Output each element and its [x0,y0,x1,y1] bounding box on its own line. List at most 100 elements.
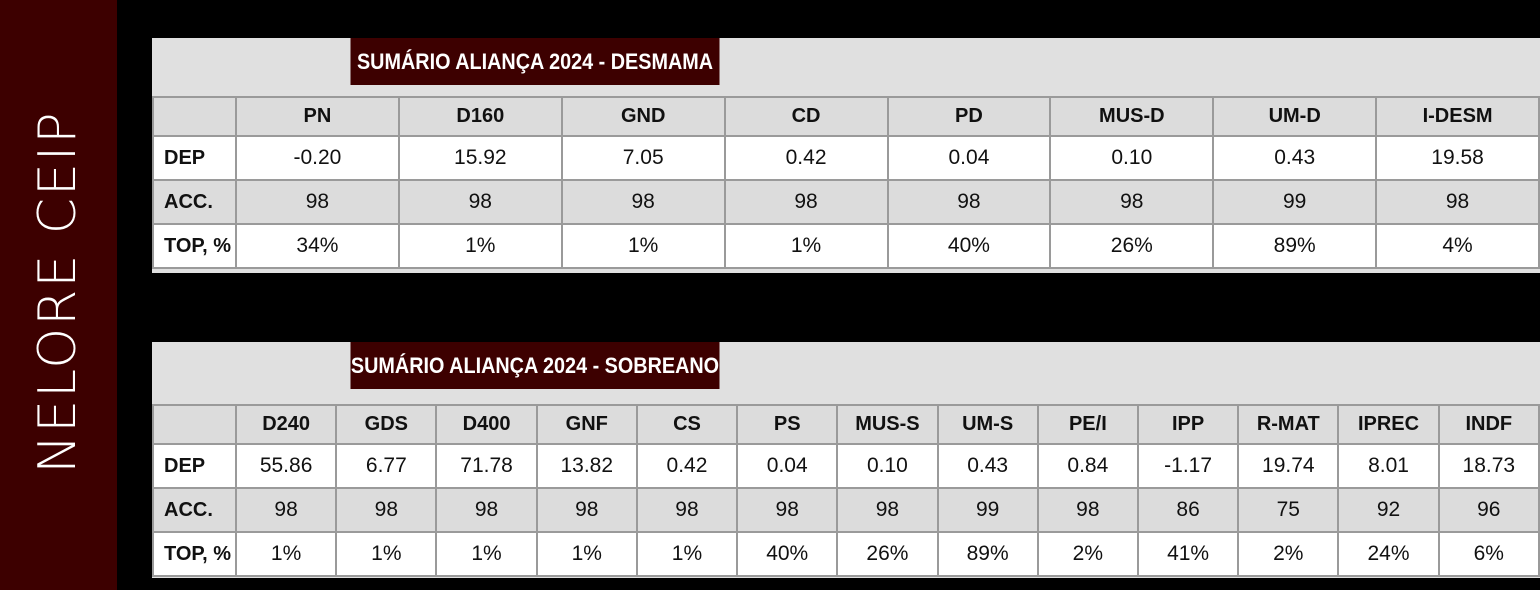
column-header: I-DESM [1375,96,1540,137]
table-cell: 19.58 [1375,135,1540,181]
column-header: GNF [535,404,638,445]
column-header: D240 [234,404,338,445]
table-cell: 34% [235,223,400,269]
table-cell: 0.43 [1212,135,1378,181]
row-label: TOP, % [152,223,237,269]
table-cell: 0.04 [886,135,1052,181]
table-cell: 98 [234,487,338,533]
corner-cell [152,404,237,445]
table-cell: 98 [560,179,726,225]
column-header: MUS-D [1049,96,1215,137]
column-header: MUS-S [836,404,939,445]
table-row: ACC. 98 98 98 98 98 98 99 98 [152,179,1540,225]
table-cell: 1% [435,531,538,577]
table-cell: 98 [1036,487,1139,533]
table-cell: 55.86 [234,443,338,489]
table-cell: 8.01 [1337,443,1440,489]
table-cell: 1% [560,223,726,269]
table-cell: 99 [1212,179,1378,225]
sobreano-table-title: SUMÁRIO ALIANÇA 2024 - SOBREANO [350,342,720,389]
table-cell: 0.43 [936,443,1039,489]
table-cell: 4% [1375,223,1540,269]
table-cell: 0.10 [1049,135,1215,181]
column-header: IPREC [1337,404,1440,445]
table-cell: 2% [1237,531,1340,577]
column-header: D400 [435,404,538,445]
table-cell: 0.10 [836,443,939,489]
table-cell: 19.74 [1237,443,1340,489]
row-label: ACC. [152,179,237,225]
table-header-row: PN D160 GND CD PD MUS-D UM-D I-DESM [152,96,1540,137]
table-cell: 98 [235,179,400,225]
column-header: D160 [397,96,563,137]
row-label: DEP [152,443,237,489]
table-row: ACC. 98 98 98 98 98 98 98 99 98 86 75 92… [152,487,1540,533]
table-cell: 40% [886,223,1052,269]
table-cell: 98 [1375,179,1540,225]
table-cell: 89% [936,531,1039,577]
table-cell: 0.42 [635,443,739,489]
table-cell: 24% [1337,531,1440,577]
table-row: DEP 55.86 6.77 71.78 13.82 0.42 0.04 0.1… [152,443,1540,489]
table-cell: 1% [635,531,739,577]
row-label: ACC. [152,487,237,533]
column-header: UM-D [1212,96,1378,137]
table-cell: 41% [1136,531,1240,577]
table-cell: 15.92 [397,135,563,181]
table-cell: -0.20 [235,135,400,181]
table-cell: 96 [1437,487,1540,533]
row-label: TOP, % [152,531,237,577]
column-header: GDS [335,404,438,445]
column-header: UM-S [936,404,1039,445]
table-cell: 1% [535,531,638,577]
table-cell: 13.82 [535,443,638,489]
column-header: PD [886,96,1052,137]
column-header: R-MAT [1237,404,1340,445]
column-header: PE/I [1036,404,1139,445]
table-cell: 99 [936,487,1039,533]
table-cell: 26% [836,531,939,577]
table-row: DEP -0.20 15.92 7.05 0.42 0.04 0.10 0.43… [152,135,1540,181]
table-cell: 1% [234,531,338,577]
table-cell: 0.04 [736,443,839,489]
table-row: TOP, % 1% 1% 1% 1% 1% 40% 26% 89% 2% 41%… [152,531,1540,577]
column-header: PS [736,404,839,445]
table-cell: 40% [736,531,839,577]
table-cell: 89% [1212,223,1378,269]
table-cell: 1% [335,531,438,577]
table-row: TOP, % 34% 1% 1% 1% 40% 26% 89% 4% [152,223,1540,269]
desmama-summary-panel: SUMÁRIO ALIANÇA 2024 - DESMAMA PN D160 G… [152,38,1540,273]
table-cell: 6.77 [335,443,438,489]
corner-cell [152,96,237,137]
sobreano-summary-panel: SUMÁRIO ALIANÇA 2024 - SOBREANO D240 GDS… [152,342,1540,578]
table-cell: 98 [635,487,739,533]
table-cell: 98 [723,179,889,225]
column-header: IPP [1136,404,1240,445]
column-header: GND [560,96,726,137]
table-cell: 71.78 [435,443,538,489]
table-cell: 98 [397,179,563,225]
table-cell: 98 [435,487,538,533]
table-cell: 98 [535,487,638,533]
table-cell: -1.17 [1136,443,1240,489]
table-cell: 98 [836,487,939,533]
table-cell: 0.84 [1036,443,1139,489]
column-header: CD [723,96,889,137]
table-cell: 18.73 [1437,443,1540,489]
sobreano-table: D240 GDS D400 GNF CS PS MUS-S UM-S PE/I … [152,404,1540,577]
table-cell: 1% [397,223,563,269]
column-header: INDF [1437,404,1540,445]
column-header: CS [635,404,739,445]
table-cell: 92 [1337,487,1440,533]
table-header-row: D240 GDS D400 GNF CS PS MUS-S UM-S PE/I … [152,404,1540,445]
sidebar: NELORE CEIP [0,0,117,590]
table-cell: 7.05 [560,135,726,181]
table-cell: 2% [1036,531,1139,577]
desmama-table-title: SUMÁRIO ALIANÇA 2024 - DESMAMA [350,38,720,85]
table-cell: 86 [1136,487,1240,533]
table-cell: 98 [736,487,839,533]
table-cell: 98 [335,487,438,533]
column-header: PN [235,96,400,137]
table-cell: 0.42 [723,135,889,181]
table-cell: 6% [1437,531,1540,577]
